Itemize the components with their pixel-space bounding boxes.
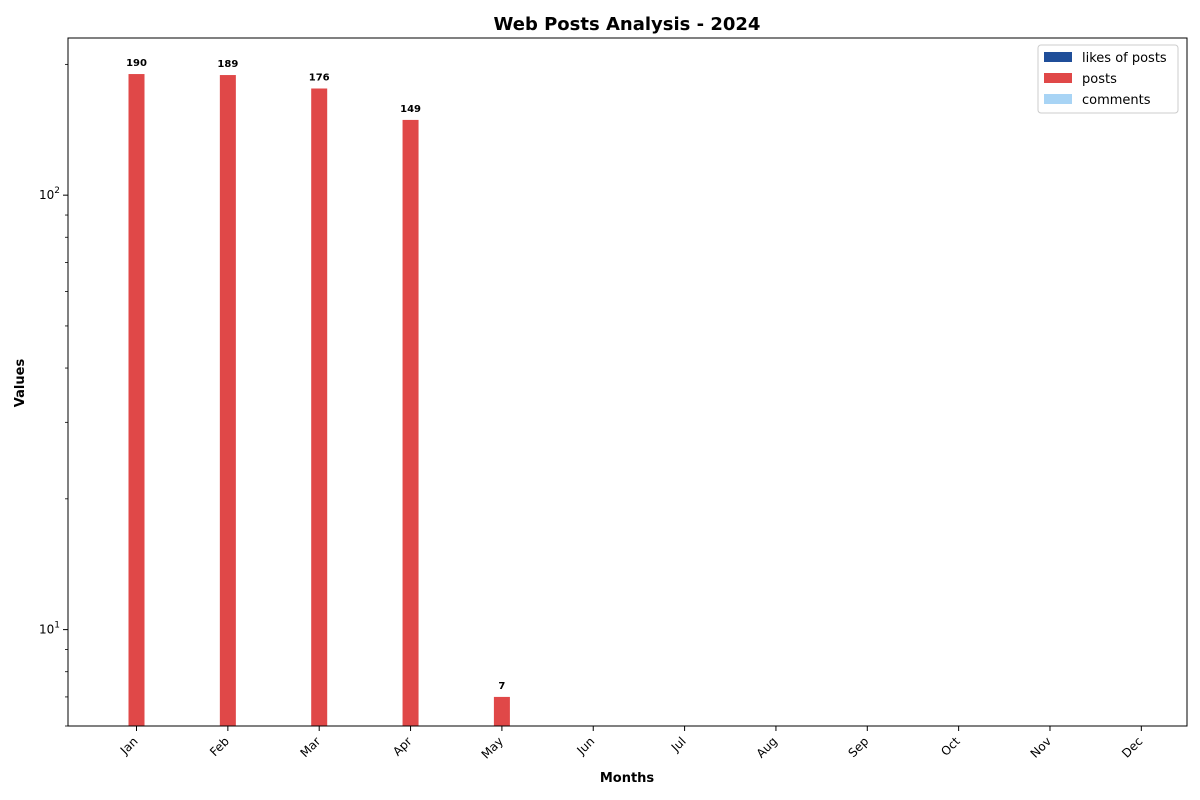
bar: [311, 88, 328, 727]
bar: [402, 119, 419, 726]
x-tick-label: Jul: [668, 734, 689, 755]
legend-label: likes of posts: [1082, 51, 1167, 66]
x-tick-label: Dec: [1119, 734, 1145, 760]
data-label: 189: [217, 59, 238, 70]
y-axis-label: Values: [13, 359, 28, 408]
legend-swatch: [1044, 73, 1072, 83]
x-tick-label: Mar: [297, 734, 323, 760]
data-label: 149: [400, 104, 421, 115]
x-tick-label: Nov: [1028, 734, 1054, 760]
legend: likes of posts posts comments: [1037, 44, 1179, 114]
data-label: 176: [309, 72, 330, 83]
legend-swatch: [1044, 52, 1072, 62]
bars-group: 190 189 176 149 7: [126, 58, 510, 727]
chart-title: Web Posts Analysis - 2024: [494, 14, 761, 35]
bar: [493, 696, 510, 726]
x-tick-label: Feb: [207, 734, 232, 759]
x-axis-label: Months: [600, 771, 655, 786]
x-tick-label: Jan: [117, 734, 141, 758]
legend-swatch: [1044, 94, 1072, 104]
x-tick-label: Jun: [574, 734, 598, 758]
data-label: 7: [498, 681, 505, 692]
bar: [128, 74, 145, 726]
legend-label: comments: [1082, 93, 1151, 108]
y-tick-label: 101: [39, 621, 60, 637]
x-tick-label: Oct: [938, 734, 963, 759]
x-tick-label: Apr: [390, 734, 415, 759]
plot-frame: [67, 37, 1188, 727]
x-tick-label: Sep: [846, 734, 872, 760]
x-tick-label: May: [479, 734, 506, 761]
y-tick-label: 102: [39, 186, 60, 202]
bar: [219, 75, 236, 727]
legend-label: posts: [1082, 72, 1117, 87]
data-label: 190: [126, 58, 147, 69]
legend-box: [1037, 44, 1179, 114]
axes-group: Jan Feb Mar Apr May Jun Jul Aug Sep Oct Nov Dec 101 1…: [39, 37, 1188, 762]
x-tick-label: Aug: [754, 734, 780, 760]
